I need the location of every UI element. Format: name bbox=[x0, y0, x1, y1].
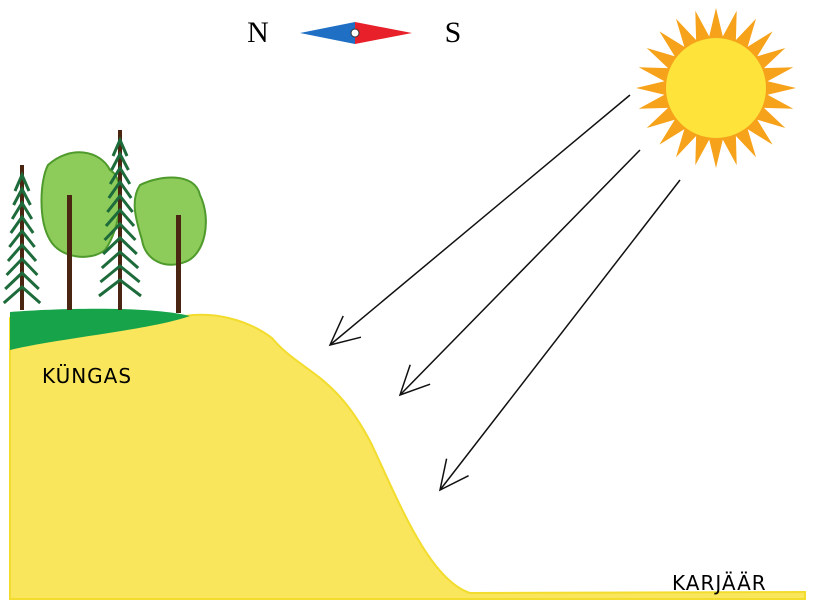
tree-trunk bbox=[176, 215, 181, 313]
needle-pivot bbox=[351, 29, 359, 37]
needle-north bbox=[300, 22, 355, 44]
ray-line bbox=[440, 180, 680, 490]
ray-line bbox=[330, 95, 630, 345]
page: N S KÜNGAS KARJÄÄR (() => { const data =… bbox=[0, 0, 814, 601]
hill bbox=[10, 315, 805, 599]
north-label: N bbox=[247, 16, 269, 49]
tree-trunk bbox=[67, 195, 72, 310]
tree-crown bbox=[42, 152, 121, 257]
sun bbox=[636, 8, 796, 168]
sun-disc bbox=[666, 38, 766, 138]
hill-label: KÜNGAS bbox=[42, 364, 132, 388]
compass: N S bbox=[247, 16, 461, 49]
diagram: N S KÜNGAS KARJÄÄR bbox=[0, 0, 814, 601]
trees bbox=[4, 130, 206, 313]
tree-crown bbox=[135, 177, 206, 264]
sun-rays bbox=[330, 95, 680, 490]
quarry-label: KARJÄÄR bbox=[672, 571, 767, 595]
south-label: S bbox=[445, 16, 462, 49]
needle-south bbox=[355, 22, 412, 44]
